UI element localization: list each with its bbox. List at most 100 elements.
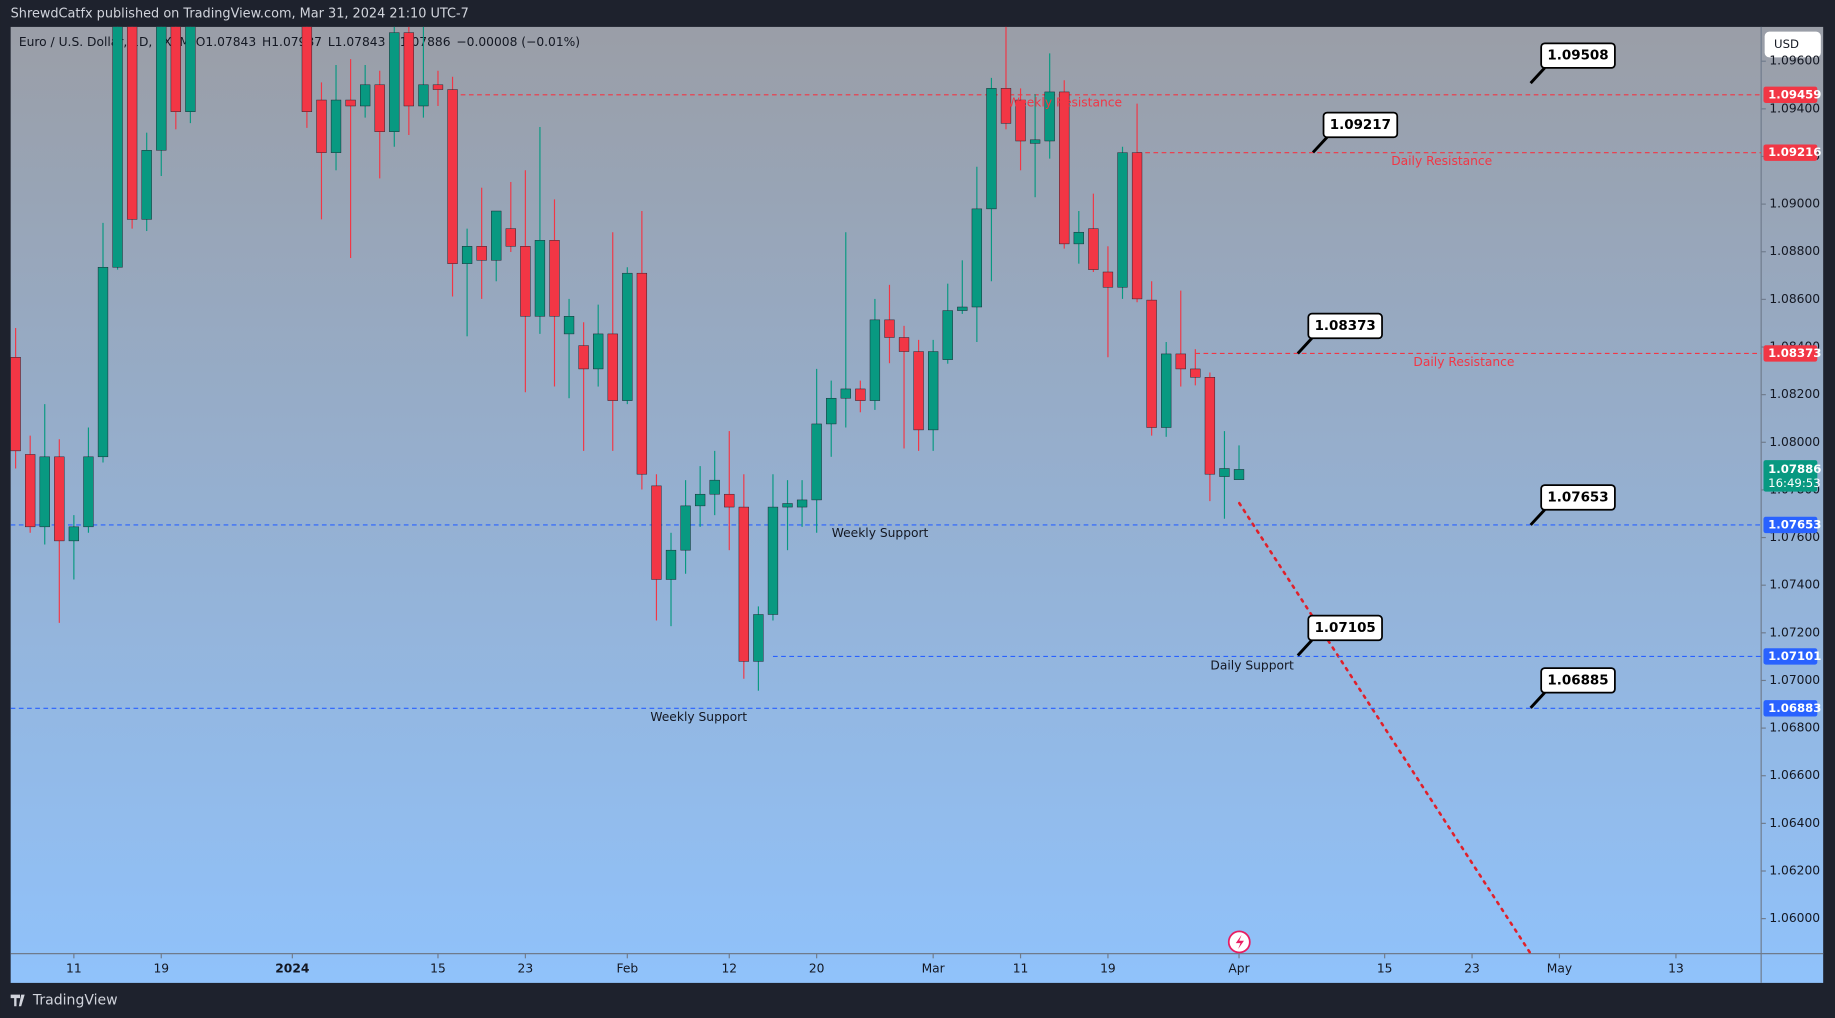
- candle-body: [360, 84, 371, 107]
- candle-body: [83, 456, 94, 528]
- candle-body: [1088, 228, 1099, 270]
- candle-body: [54, 456, 65, 542]
- price-tag: [1763, 144, 1818, 161]
- candle-body: [986, 88, 997, 210]
- ohlc-value: −0.00008 (−0.01%): [456, 35, 580, 49]
- callout: 1.08373: [1296, 312, 1383, 355]
- candle-body: [432, 84, 444, 90]
- alert-bolt[interactable]: [1235, 934, 1244, 949]
- x-tick-label: 19: [1100, 961, 1116, 975]
- callout: 1.09508: [1529, 42, 1616, 85]
- callout-box: [1540, 484, 1616, 511]
- annotation: Weekly Support: [832, 526, 929, 540]
- annotation: Weekly Resistance: [1008, 95, 1122, 109]
- callout: 1.07105: [1296, 614, 1383, 657]
- candle-body: [738, 506, 749, 662]
- y-tick-label: 1.07400: [1769, 578, 1820, 592]
- candle-body: [622, 272, 633, 401]
- candle-body: [141, 150, 152, 220]
- x-tick-label: 15: [430, 961, 446, 975]
- candle-body: [1233, 469, 1245, 480]
- callout-box: [1540, 42, 1616, 69]
- ohlc-value: L1.07843: [328, 35, 386, 49]
- candle-body: [957, 306, 968, 311]
- candle-body: [447, 89, 458, 264]
- callout-label: 1.07105: [1315, 621, 1376, 636]
- alert-icon[interactable]: [1227, 930, 1251, 954]
- ohlc-value: C1.07886: [391, 35, 450, 49]
- candle-body: [782, 503, 793, 508]
- currency-button[interactable]: USD: [1764, 31, 1821, 58]
- y-tick-label: 1.08800: [1769, 244, 1820, 258]
- candle-body: [476, 246, 487, 261]
- candle-body: [68, 526, 80, 542]
- callout: 1.09217: [1311, 111, 1399, 154]
- candle-body: [418, 84, 429, 107]
- candle-body: [1219, 468, 1230, 477]
- callout: 1.06885: [1529, 667, 1616, 709]
- ohlc-value: H1.07987: [262, 35, 322, 49]
- x-tick-label: 23: [1464, 961, 1480, 975]
- y-tick-label: 1.08600: [1769, 292, 1820, 306]
- candle-body: [826, 397, 837, 425]
- callout-pointer: [1311, 136, 1329, 154]
- callout-pointer: [1296, 639, 1313, 657]
- currency-box[interactable]: [1764, 31, 1821, 58]
- brand-logo: [10, 994, 25, 1007]
- callout-label: 1.06885: [1547, 673, 1608, 688]
- legend: Euro / U.S. Dollar, 1D, FXCM O1.07843 H1.0…: [19, 35, 580, 49]
- price-tag-label: 1.07101: [1768, 649, 1821, 663]
- candle-body: [680, 505, 691, 551]
- y-tick-label: 1.09400: [1769, 101, 1820, 115]
- x-tick-label: 19: [153, 961, 169, 975]
- brand-name: TradingView: [32, 992, 118, 1008]
- candle-body: [1190, 368, 1201, 378]
- candle-body: [345, 99, 356, 107]
- callout-label: 1.09508: [1547, 49, 1608, 64]
- candle-body: [869, 319, 881, 401]
- current-price: 1.07886: [1768, 462, 1821, 476]
- chart-area: [10, 26, 1824, 983]
- candle-body: [942, 310, 953, 360]
- candle-body: [971, 208, 983, 308]
- x-tick-label: Apr: [1228, 961, 1250, 975]
- candle-body: [520, 246, 531, 317]
- candle-body: [461, 246, 473, 264]
- candle-body: [796, 499, 808, 508]
- price-tag-label: 1.09216: [1768, 145, 1821, 159]
- price-tag-label: 1.06883: [1768, 701, 1821, 715]
- candle-body: [840, 388, 851, 399]
- x-tick-label: Feb: [616, 961, 638, 975]
- candle-body: [913, 351, 924, 431]
- annotation: Weekly Support: [650, 710, 747, 724]
- price-tag-label: 1.08373: [1768, 346, 1821, 360]
- candle-body: [1059, 91, 1070, 245]
- candle-body: [607, 333, 618, 401]
- callout-box: [1540, 667, 1616, 694]
- x-tick-label: May: [1547, 961, 1572, 975]
- candle-body: [709, 479, 720, 495]
- candle-body: [25, 454, 36, 528]
- currency[interactable]: USD: [1774, 37, 1799, 51]
- candle-body: [549, 240, 560, 317]
- callout-pointer: [1529, 66, 1546, 85]
- y-tick-label: 1.06000: [1769, 911, 1820, 925]
- candle-body: [636, 272, 648, 475]
- candle-body: [1161, 353, 1172, 428]
- candle-body: [1131, 152, 1143, 300]
- price-tag-label: 1.09459: [1768, 87, 1821, 101]
- y-tick-label: 1.06600: [1769, 768, 1820, 782]
- candle-body: [97, 266, 109, 458]
- candle-body: [1146, 299, 1157, 428]
- x-tick-label: 2024: [275, 961, 309, 975]
- candle-body: [1029, 139, 1041, 144]
- candle-body: [1102, 271, 1114, 288]
- candle-body: [1015, 99, 1026, 142]
- candle-body: [767, 506, 779, 615]
- publisher: ShrewdCatfx published on TradingView.com…: [11, 7, 469, 22]
- candle-body: [316, 99, 327, 153]
- y-tick-label: 1.07600: [1769, 530, 1820, 544]
- callout-label: 1.07653: [1547, 490, 1608, 505]
- brand: TradingView: [10, 992, 118, 1008]
